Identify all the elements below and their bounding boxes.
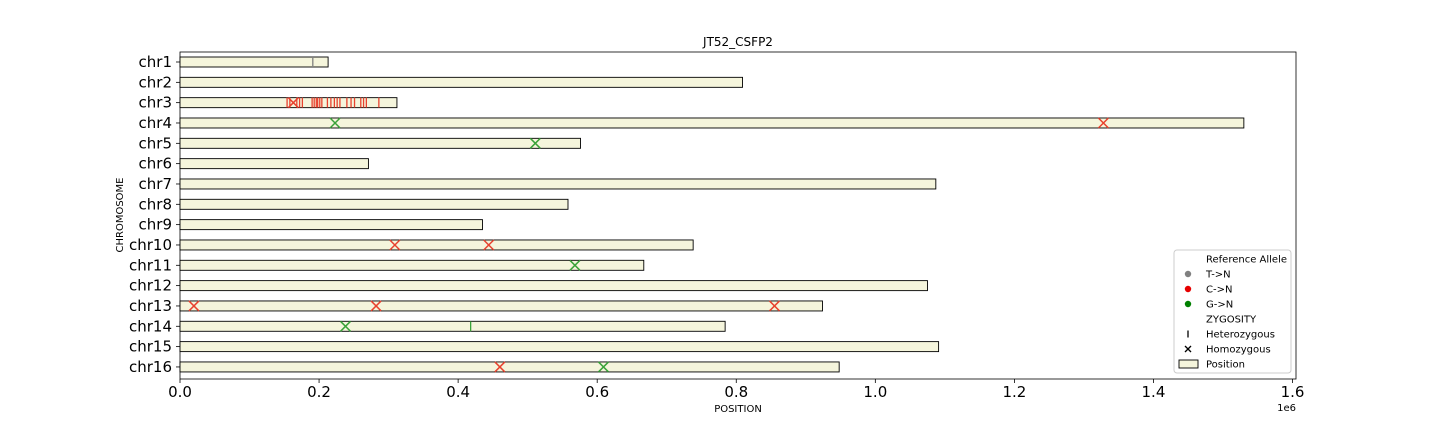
- y-tick-label: chr3: [139, 94, 172, 112]
- x-tick-label: 0.0: [168, 383, 192, 401]
- chromosome-bar-chr15: [179, 341, 940, 353]
- chromosome-bar-chr11: [179, 259, 645, 271]
- y-tick-label: chr5: [139, 134, 172, 152]
- variant-marker-homozygous: [529, 137, 541, 149]
- legend-dot-marker: [1184, 300, 1192, 308]
- chromosome-bar-chr2: [179, 76, 743, 88]
- variant-marker-homozygous: [329, 117, 341, 129]
- y-tick-label: chr12: [129, 277, 172, 295]
- chart-title: JT52_CSFP2: [702, 35, 773, 49]
- x-tick-label: 0.4: [446, 383, 470, 401]
- variant-marker-homozygous: [768, 300, 781, 312]
- chromosome-bar-chr4: [179, 117, 1245, 129]
- legend-label: Position: [1206, 360, 1245, 371]
- y-tick-label: chr9: [139, 216, 172, 234]
- x-tick-label: 0.6: [585, 383, 609, 401]
- chromosome-bar-chr13: [179, 300, 823, 312]
- y-axis-label: CHROMOSOME: [115, 178, 126, 253]
- chromosome-bar-chr8: [179, 198, 569, 210]
- chromosome-bar-chr16: [179, 361, 840, 373]
- variant-marker-homozygous: [339, 320, 352, 332]
- axes-frame: [179, 51, 1297, 380]
- variant-marker-homozygous: [483, 239, 495, 251]
- x-tick-label: 0.8: [724, 383, 748, 401]
- y-tick-label: chr16: [129, 358, 172, 376]
- y-tick-label: chr7: [139, 175, 172, 193]
- y-tick-label: chr6: [139, 155, 172, 173]
- legend-label: T->N: [1205, 270, 1231, 281]
- y-tick-label: chr4: [139, 114, 172, 132]
- variant-marker-homozygous: [188, 300, 200, 312]
- variant-marker-homozygous: [597, 361, 609, 373]
- legend-box: [1173, 249, 1292, 374]
- y-tick-label: chr11: [129, 256, 172, 274]
- y-tick-label: chr14: [129, 317, 172, 335]
- variant-marker-homozygous: [370, 300, 382, 312]
- legend: Reference Allele T->N C->N G->N ZYGOSITY Hete…: [1173, 249, 1292, 374]
- x-tick-label: 1.6: [1281, 383, 1305, 401]
- chromosome-bar-chr6: [179, 158, 369, 170]
- legend-label: ZYGOSITY: [1206, 315, 1257, 326]
- y-tick-label: chr2: [139, 73, 172, 91]
- chromosome-bar-chr7: [179, 178, 937, 190]
- legend-rect-marker: [1178, 359, 1199, 369]
- chromosome-bar-chr3: [179, 97, 398, 109]
- chromosome-bar-chr14: [179, 320, 726, 332]
- plot-area: 0.0 0.2 0.4 0.6 0.8 1.0 1.2 1.4 1.6 chr1 chr2 chr3 c…: [129, 51, 1305, 401]
- x-tick-label: 1.0: [863, 383, 887, 401]
- y-tick-label: chr13: [129, 297, 172, 315]
- chromosome-bar-chr12: [179, 280, 928, 292]
- variant-marker-homozygous: [389, 239, 401, 251]
- x-axis-label: POSITION: [714, 404, 762, 415]
- legend-label: Homozygous: [1206, 345, 1271, 356]
- y-tick-label: chr1: [139, 53, 172, 71]
- chromosome-bar-chr10: [179, 239, 694, 251]
- x-tick-label: 0.2: [307, 383, 331, 401]
- legend-x-marker: [1184, 345, 1192, 353]
- variant-marker-homozygous: [494, 361, 506, 373]
- chromosome-bar-chr5: [179, 137, 581, 149]
- variant-marker-homozygous: [1097, 117, 1109, 129]
- legend-label: Reference Allele: [1206, 255, 1287, 266]
- y-tick-label: chr8: [139, 195, 172, 213]
- x-axis-offset-label: 1e6: [1277, 403, 1296, 414]
- legend-label: Heterozygous: [1206, 330, 1275, 341]
- chromosome-bar-chr9: [179, 219, 483, 231]
- legend-label: C->N: [1206, 285, 1232, 296]
- y-tick-label: chr10: [129, 236, 172, 254]
- legend-label: G->N: [1206, 300, 1233, 311]
- variant-marker-homozygous: [569, 259, 581, 271]
- legend-dot-marker: [1184, 285, 1192, 293]
- legend-dot-marker: [1184, 270, 1192, 278]
- x-tick-label: 1.2: [1002, 383, 1026, 401]
- y-tick-label: chr15: [129, 338, 172, 356]
- chromosome-bar-chr1: [179, 56, 329, 68]
- x-tick-label: 1.4: [1142, 383, 1166, 401]
